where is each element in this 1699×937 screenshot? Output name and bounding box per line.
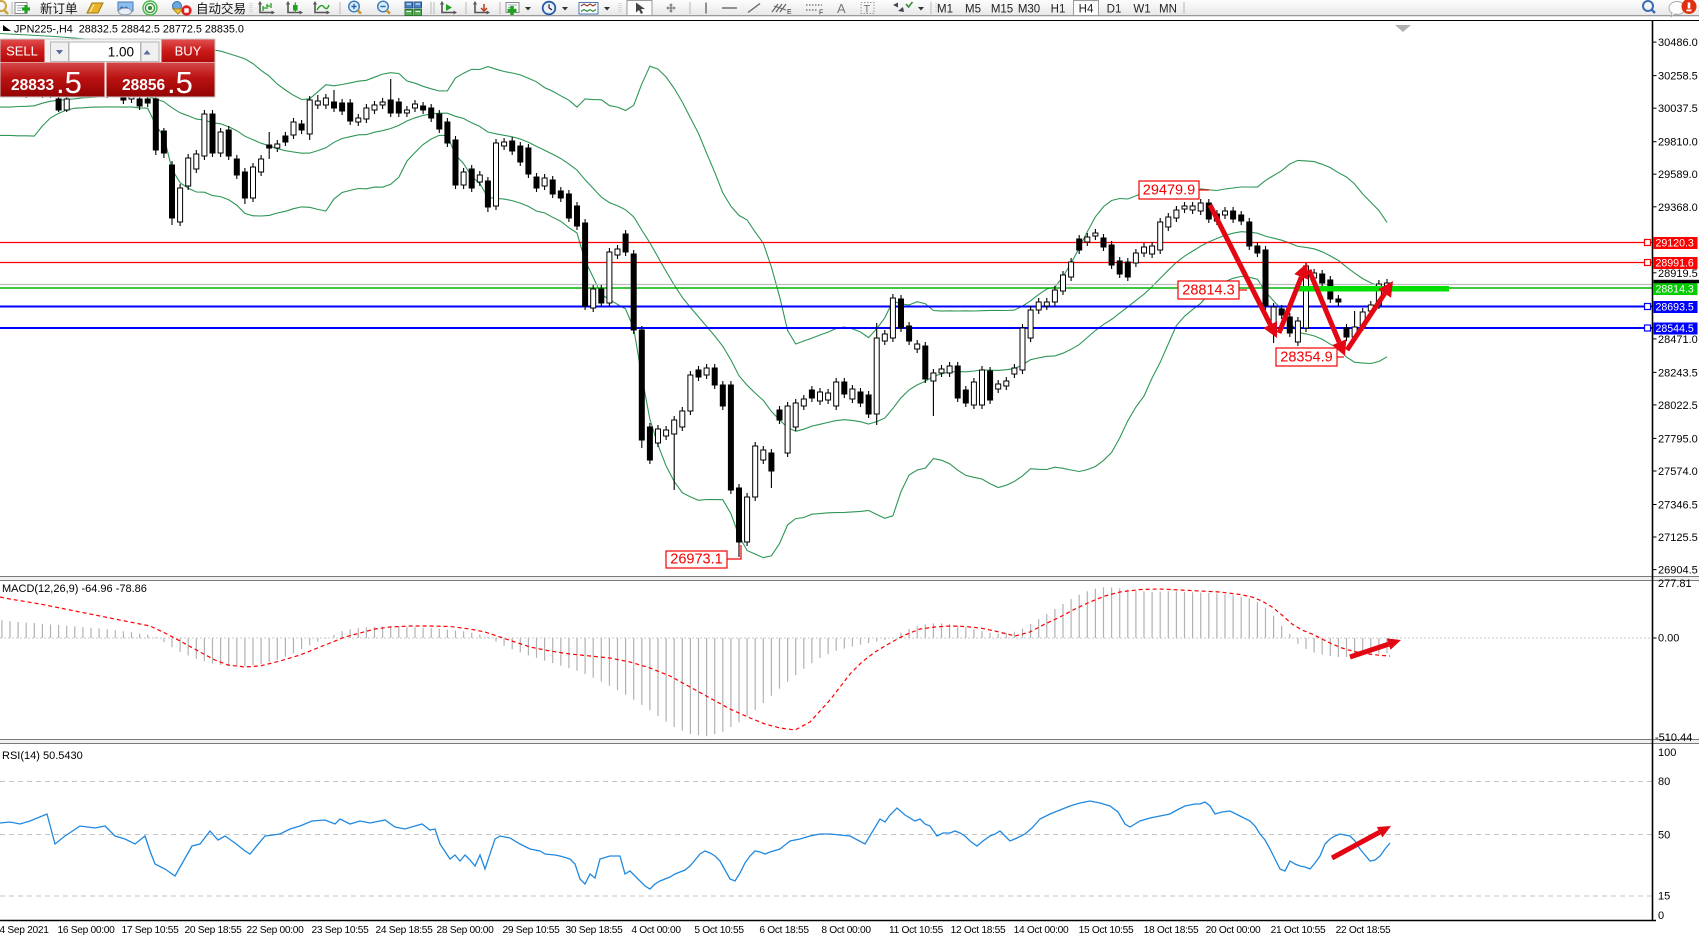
svg-text:6 Oct 18:55: 6 Oct 18:55 xyxy=(759,925,809,936)
svg-text:277.81: 277.81 xyxy=(1658,578,1692,590)
svg-text:1.00: 1.00 xyxy=(108,45,134,60)
svg-text:4 Sep 2021: 4 Sep 2021 xyxy=(0,925,49,936)
svg-text:0: 0 xyxy=(1658,910,1664,922)
svg-text:新订单: 新订单 xyxy=(40,1,78,16)
svg-text:MN: MN xyxy=(1159,4,1177,16)
svg-text:F: F xyxy=(819,10,823,17)
svg-text:15 Oct 10:55: 15 Oct 10:55 xyxy=(1079,925,1134,936)
svg-text:8 Oct 00:00: 8 Oct 00:00 xyxy=(821,925,871,936)
svg-text:100: 100 xyxy=(1658,747,1676,759)
svg-text:M5: M5 xyxy=(965,4,981,16)
svg-text:28243.5: 28243.5 xyxy=(1658,367,1698,379)
svg-text:28 Sep 00:00: 28 Sep 00:00 xyxy=(436,925,494,936)
svg-text:29120.3: 29120.3 xyxy=(1656,238,1694,250)
svg-text:D1: D1 xyxy=(1107,4,1122,16)
svg-text:26904.5: 26904.5 xyxy=(1658,565,1698,577)
svg-text:28991.6: 28991.6 xyxy=(1656,258,1694,270)
svg-text:M30: M30 xyxy=(1018,4,1040,16)
svg-text:29 Sep 10:55: 29 Sep 10:55 xyxy=(502,925,560,936)
svg-text:27795.0: 27795.0 xyxy=(1658,433,1698,445)
svg-text:30258.5: 30258.5 xyxy=(1658,71,1698,83)
svg-text:自动交易: 自动交易 xyxy=(196,1,246,16)
svg-text:27574.0: 27574.0 xyxy=(1658,466,1698,478)
svg-text:22 Sep 00:00: 22 Sep 00:00 xyxy=(246,925,304,936)
svg-text:20 Oct 00:00: 20 Oct 00:00 xyxy=(1206,925,1261,936)
svg-text:28856: 28856 xyxy=(122,77,165,94)
svg-text:28544.5: 28544.5 xyxy=(1656,323,1694,335)
svg-text:26973.1: 26973.1 xyxy=(670,552,722,568)
svg-text:JPN225-,H4 28832.5 28842.5 28: JPN225-,H4 28832.5 28842.5 28772.5 28835… xyxy=(14,24,244,36)
svg-text:22 Oct 18:55: 22 Oct 18:55 xyxy=(1336,925,1391,936)
svg-text:16 Sep 00:00: 16 Sep 00:00 xyxy=(57,925,115,936)
svg-text:BUY: BUY xyxy=(175,44,202,59)
svg-text:28471.0: 28471.0 xyxy=(1658,334,1698,346)
svg-text:50: 50 xyxy=(1658,830,1670,842)
svg-text:28693.5: 28693.5 xyxy=(1656,302,1694,314)
svg-text:28354.9: 28354.9 xyxy=(1280,350,1332,366)
svg-text:28814.3: 28814.3 xyxy=(1656,284,1694,296)
svg-text:29368.0: 29368.0 xyxy=(1658,202,1698,214)
svg-text:M15: M15 xyxy=(991,4,1013,16)
svg-text:RSI(14) 50.5430: RSI(14) 50.5430 xyxy=(2,750,83,762)
svg-text:H4: H4 xyxy=(1079,4,1094,16)
svg-text:30486.0: 30486.0 xyxy=(1658,37,1698,49)
svg-text:E: E xyxy=(787,9,792,16)
svg-text:29589.0: 29589.0 xyxy=(1658,169,1698,181)
svg-text:23 Sep 10:55: 23 Sep 10:55 xyxy=(311,925,369,936)
svg-text:14 Oct 00:00: 14 Oct 00:00 xyxy=(1014,925,1069,936)
svg-text:SELL: SELL xyxy=(6,44,38,59)
svg-text:15: 15 xyxy=(1658,891,1670,903)
svg-text:T: T xyxy=(864,4,871,16)
svg-text:29479.9: 29479.9 xyxy=(1143,183,1195,199)
svg-text:M1: M1 xyxy=(937,4,953,16)
svg-text:20 Sep 18:55: 20 Sep 18:55 xyxy=(184,925,242,936)
svg-text:12 Oct 18:55: 12 Oct 18:55 xyxy=(951,925,1006,936)
svg-text:28814.3: 28814.3 xyxy=(1182,283,1234,299)
svg-text:28022.5: 28022.5 xyxy=(1658,400,1698,412)
svg-text:.5: .5 xyxy=(167,65,193,100)
svg-text:17 Sep 10:55: 17 Sep 10:55 xyxy=(121,925,179,936)
svg-text:80: 80 xyxy=(1658,776,1670,788)
svg-text:27346.5: 27346.5 xyxy=(1658,500,1698,512)
svg-text:MACD(12,26,9) -64.96 -78.86: MACD(12,26,9) -64.96 -78.86 xyxy=(2,583,147,595)
svg-text:0.00: 0.00 xyxy=(1658,633,1679,645)
svg-text:H1: H1 xyxy=(1051,4,1066,16)
svg-text:27125.5: 27125.5 xyxy=(1658,532,1698,544)
svg-text:18 Oct 18:55: 18 Oct 18:55 xyxy=(1144,925,1199,936)
svg-text:24 Sep 18:55: 24 Sep 18:55 xyxy=(375,925,433,936)
svg-text:4 Oct 00:00: 4 Oct 00:00 xyxy=(631,925,681,936)
svg-text:21 Oct 10:55: 21 Oct 10:55 xyxy=(1271,925,1326,936)
svg-text:A: A xyxy=(837,1,846,16)
svg-text:28919.5: 28919.5 xyxy=(1658,268,1698,280)
svg-text:11 Oct 10:55: 11 Oct 10:55 xyxy=(889,925,944,936)
svg-text:-510.44: -510.44 xyxy=(1655,732,1692,744)
svg-text:.5: .5 xyxy=(56,65,82,100)
svg-text:28833: 28833 xyxy=(11,77,54,94)
svg-text:30 Sep 18:55: 30 Sep 18:55 xyxy=(565,925,623,936)
svg-text:29810.0: 29810.0 xyxy=(1658,137,1698,149)
svg-text:30037.5: 30037.5 xyxy=(1658,103,1698,115)
svg-text:W1: W1 xyxy=(1133,4,1150,16)
svg-text:5 Oct 10:55: 5 Oct 10:55 xyxy=(694,925,744,936)
